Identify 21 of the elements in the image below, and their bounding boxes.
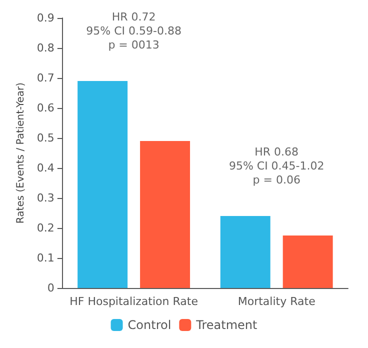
- y-tick-label: 0.7: [36, 72, 54, 84]
- y-tick-label: 0.9: [36, 12, 54, 24]
- x-tick-label: HF Hospitalization Rate: [70, 295, 198, 308]
- y-tick-label: 0: [47, 282, 54, 294]
- annotation: HR 0.68 95% CI 0.45-1.02 p = 0.06: [228, 146, 324, 186]
- y-tick-label: 0.6: [36, 102, 54, 114]
- bar: [140, 141, 190, 288]
- y-axis-title: Rates (Events / Patient-Year): [16, 82, 26, 224]
- bar: [282, 236, 333, 288]
- bar: [220, 216, 270, 288]
- annotation: HR 0.72 95% CI 0.59-0.88 p = 0013: [86, 10, 182, 52]
- x-tick-label: Mortality Rate: [238, 295, 316, 308]
- legend-label: Control: [128, 318, 172, 332]
- y-tick-label: 0.8: [36, 42, 54, 54]
- y-tick-label: 0.5: [36, 132, 54, 144]
- legend-label: Treatment: [195, 318, 258, 332]
- y-tick-label: 0.1: [36, 252, 54, 264]
- bar: [78, 81, 128, 288]
- y-tick-label: 0.4: [36, 162, 54, 174]
- y-tick-label: 0.3: [36, 192, 54, 204]
- y-tick-label: 0.2: [36, 222, 54, 234]
